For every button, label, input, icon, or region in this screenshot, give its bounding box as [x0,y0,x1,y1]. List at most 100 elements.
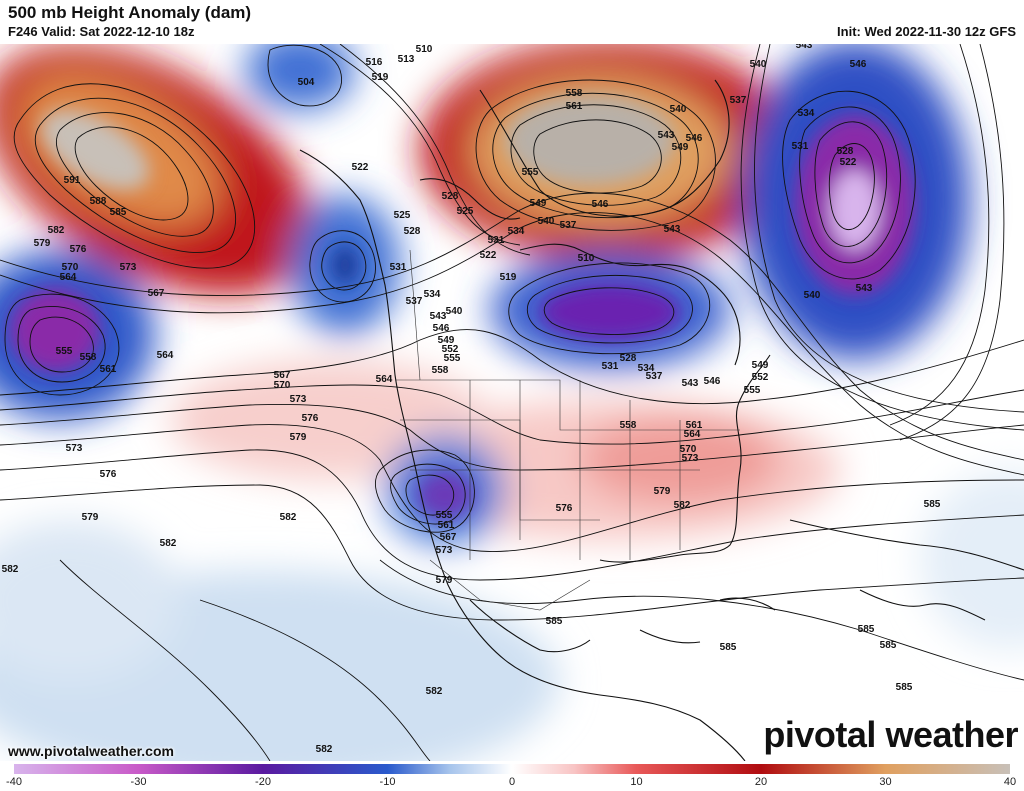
colorbar [14,764,1010,774]
contour-label: 534 [424,289,441,300]
contour-label: 549 [672,142,689,153]
contour-label: 555 [436,510,453,521]
colorbar-tick-label: 20 [754,776,768,788]
contour-label: 543 [664,224,681,235]
website-label: www.pivotalweather.com [8,743,174,759]
contour-label: 540 [750,59,767,70]
contour-label: 537 [730,95,747,106]
contour-label: 582 [160,538,177,549]
contour-label: 585 [880,640,897,651]
contour-label: 561 [100,364,117,375]
init-time: Init: Wed 2022-11-30 12z GFS [837,24,1016,39]
contour-label: 531 [390,262,407,273]
contour-label: 576 [100,469,117,480]
contour-label: 528 [442,191,459,202]
contour-label: 519 [372,72,389,83]
contour-label: 579 [34,238,51,249]
contour-label: 582 [48,225,65,236]
contour-label: 537 [560,220,577,231]
contour-label: 549 [752,360,769,371]
contour-label: 555 [522,167,539,178]
map-canvas[interactable]: 5915885855825795765735705675645555585615… [0,44,1024,761]
colorbar-tick-label: 10 [630,776,643,788]
contour-label: 558 [80,352,97,363]
contour-label: 528 [404,226,421,237]
contour-label: 576 [556,503,573,514]
contour-label: 582 [2,564,19,575]
contour-label: 531 [488,235,505,246]
contour-label: 564 [684,429,701,440]
contour-label: 564 [376,374,393,385]
colorbar-tick-label: -40 [6,776,22,788]
contour-label: 582 [426,686,443,697]
contour-label: 570 [62,262,79,273]
contour-label: 516 [366,57,383,68]
map-area[interactable]: 591 588 585 582 579 576 573 570 567 564 555 558 561 5… [0,44,1024,761]
contour-label: 513 [398,54,415,65]
contour-label: 579 [436,575,453,586]
contour-label: 552 [442,344,459,355]
contour-label: 546 [433,323,450,334]
contour-label: 558 [432,365,449,376]
contour-label: 582 [316,744,333,755]
contour-label: 534 [798,108,815,119]
contour-label: 531 [602,361,619,372]
contour-label: 555 [444,353,461,364]
anomaly-cores [10,95,915,519]
contour-label: 534 [508,226,525,237]
contour-label: 570 [274,380,291,391]
contour-label: 585 [546,616,563,627]
contour-label: 540 [538,216,555,227]
contour-label: 510 [578,253,595,264]
contour-label: 549 [438,335,455,346]
contour-label: 567 [440,532,457,543]
contour-label: 546 [686,133,703,144]
contour-label: 573 [66,443,83,454]
contour-labels: 5915885855825795765735705675645555585615… [2,44,941,755]
contour-label: 543 [682,378,699,389]
contour-label: 546 [704,376,721,387]
colorbar-tick-label: 30 [879,776,892,788]
colorbar-tick-label: 0 [508,776,516,788]
contour-label: 585 [924,499,941,510]
contour-label: 579 [82,512,99,523]
contour-label: 585 [896,682,913,693]
contour-label: 537 [406,296,423,307]
colorbar-tick-label: 40 [1003,776,1017,788]
contour-label: 522 [352,162,369,173]
contour-label: 567 [274,370,291,381]
valid-time: F246 Valid: Sat 2022-12-10 18z [8,24,195,39]
coastlines [299,79,1024,761]
contour-label: 558 [620,420,637,431]
contour-label: 573 [682,453,699,464]
contour-label: 528 [620,353,637,364]
contour-label: 549 [530,198,547,209]
contour-label: 561 [438,520,455,531]
contour-label: 579 [654,486,671,497]
contour-label: 519 [500,272,517,283]
contour-label: 564 [157,350,174,361]
contour-label: 591 [64,175,81,186]
contour-label: 522 [840,157,857,168]
contour-label: 546 [592,199,609,210]
contour-label: 543 [430,311,447,322]
contour-label: 573 [436,545,453,556]
contour-label: 540 [670,104,687,115]
colorbar-tick-label: -10 [379,776,396,788]
contour-label: 543 [856,283,873,294]
contour-label: 504 [298,77,315,88]
contour-label: 576 [70,244,87,255]
state-borders [395,249,740,611]
contour-label: 585 [720,642,737,653]
colorbar-tick-label: -20 [255,776,271,788]
header-bar: 500 mb Height Anomaly (dam) F246 Valid: … [0,0,1024,44]
contour-label: 546 [850,59,867,70]
height-contours [0,44,1024,761]
contour-label: 585 [110,207,127,218]
contour-label: 525 [457,206,474,217]
contour-label: 579 [290,432,307,443]
colorbar-tick-label: -30 [130,776,147,788]
contour-label: 564 [60,272,77,283]
contour-label: 567 [148,288,165,299]
colorbar-ticks: -40 -30 -20 -10 0 10 20 30 40 [0,776,1024,790]
